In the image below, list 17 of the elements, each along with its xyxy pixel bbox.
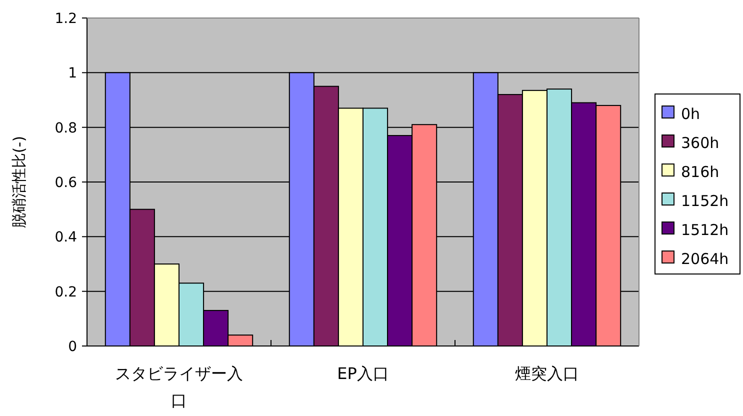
legend-label: 360h bbox=[681, 134, 720, 152]
y-tick-label: 1 bbox=[68, 66, 77, 82]
legend-label: 1152h bbox=[681, 192, 729, 210]
x-tick-label: 煙突入口 bbox=[515, 364, 579, 383]
legend-label: 1512h bbox=[681, 221, 729, 239]
x-tick-label: EP入口 bbox=[337, 364, 389, 383]
y-tick-label: 0.6 bbox=[54, 175, 78, 191]
y-tick-label: 0.4 bbox=[54, 230, 78, 246]
y-tick-label: 1.2 bbox=[54, 11, 77, 27]
y-tick-label: 0.2 bbox=[54, 284, 77, 300]
legend-label: 2064h bbox=[681, 250, 729, 268]
y-axis-title: 脱硝活性比(-) bbox=[10, 136, 28, 228]
y-tick-label: 0.8 bbox=[54, 120, 77, 136]
y-tick-label: 0 bbox=[68, 339, 77, 355]
x-tick-label: スタビライザー入口 bbox=[115, 364, 243, 410]
legend-label: 816h bbox=[681, 163, 720, 181]
legend-label: 0h bbox=[681, 105, 700, 123]
